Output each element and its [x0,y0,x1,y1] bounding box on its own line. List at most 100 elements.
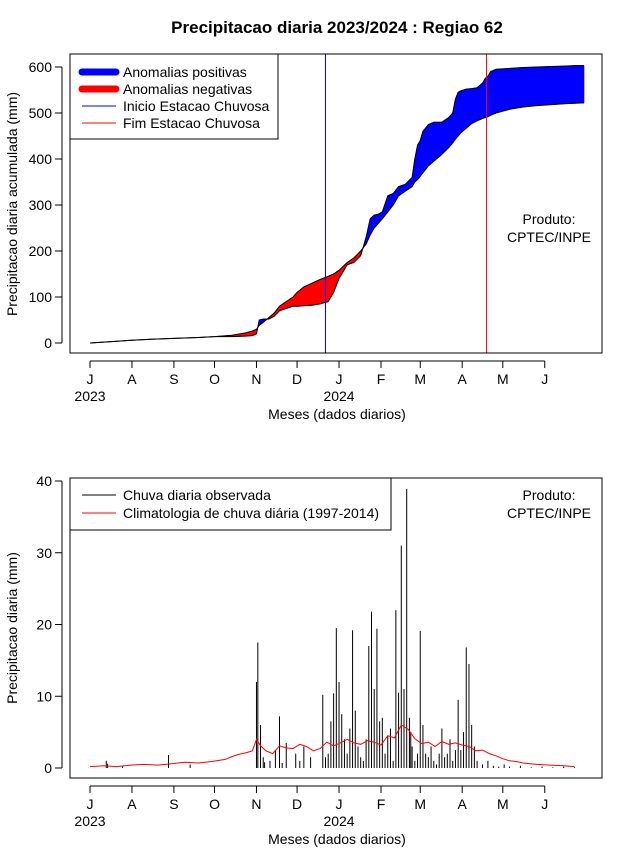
daily-y-tick-label: 30 [36,545,52,561]
cumulative-month-label: A [458,371,468,387]
cumulative-x-label: Meses (dados diarios) [268,406,406,422]
cumulative-month-label: J [87,371,94,387]
cumulative-month-label: A [127,371,137,387]
positive-anomaly-fill [509,67,524,110]
cumulative-month-label: F [377,371,386,387]
cumulative-y-label: Precipitacao diaria acumulada (mm) [4,92,20,316]
daily-y-tick-label: 10 [36,688,52,704]
season-lines [324,54,488,353]
positive-anomaly-fill [482,77,486,119]
positive-anomaly-fill [476,82,483,122]
climatology-cumulative-line [89,102,585,344]
daily-y-tick-label: 40 [36,473,52,489]
cumulative-y-tick-label: 500 [29,105,53,121]
cumulative-y-tick-label: 300 [29,197,53,213]
daily-y-axis: 0 10 20 30 40 [36,473,63,776]
cumulative-month-label: M [414,371,426,387]
positive-anomaly-fill [549,65,565,106]
daily-legend-box [69,477,392,531]
daily-x-label: Meses (dados diarios) [268,831,406,847]
daily-month-label: A [127,796,137,812]
cumulative-panel: Precipitacao diaria 2023/2024 : Regiao 6… [4,18,603,422]
positive-anomaly-fill [457,90,462,137]
cumulative-y-tick-label: 200 [29,243,53,259]
positive-anomaly-fill [563,65,575,105]
legend-label: Fim Estacao Chuvosa [123,115,260,131]
cumulative-y-tick-label: 100 [29,289,53,305]
cumulative-y-tick-label: 400 [29,151,53,167]
daily-month-label: O [209,796,220,812]
product-source-bottom: CPTEC/INPE [507,505,591,521]
climatology-daily-line [89,724,575,768]
positive-anomaly-fill [495,68,510,114]
daily-y-tick-label: 0 [44,760,52,776]
cumulative-month-label: S [169,371,178,387]
product-source-top: CPTEC/INPE [507,229,591,245]
product-label-bottom: Produto: [523,487,576,503]
legend-label: Chuva diaria observada [123,487,271,503]
daily-month-label: N [251,796,261,812]
legend-label: Anomalias positivas [123,64,247,80]
cumulative-month-label: M [497,371,509,387]
daily-month-label: S [169,796,178,812]
legend-label: Climatologia de chuva diária (1997-2014) [123,505,379,521]
positive-anomaly-fill [536,66,551,106]
positive-anomaly-fill [428,121,435,167]
positive-anomaly-fill [522,66,537,108]
cumulative-legend-box [69,53,279,140]
positive-anomaly-fill [460,88,467,134]
cumulative-plot-area [89,54,585,353]
cumulative-month-label: J [336,371,343,387]
product-label-top: Produto: [523,211,576,227]
daily-year-label: 2023 [74,813,105,829]
cumulative-year-label: 2024 [323,388,354,404]
legend-label: Inicio Estacao Chuvosa [123,98,270,114]
cumulative-y-tick-label: 600 [29,59,53,75]
chart-title: Precipitacao diaria 2023/2024 : Regiao 6… [171,18,503,37]
daily-year-label: 2024 [323,813,354,829]
positive-anomaly-fill [574,65,585,104]
cumulative-lines [89,65,585,344]
positive-anomaly-fill [471,87,478,125]
daily-month-label: M [414,796,426,812]
observed-cumulative-line [89,65,584,344]
legend-label: Anomalias negativas [123,81,252,97]
positive-anomaly-fill [448,112,454,149]
positive-anomaly-fill [487,70,491,118]
daily-plot-area [89,488,576,768]
daily-month-label: A [458,796,468,812]
negative-anomaly-fill [311,279,321,306]
negative-anomaly-fill [319,275,329,305]
daily-month-label: J [541,796,548,812]
cumulative-y-axis: 0 100 200 300 400 500 600 [29,59,63,351]
cumulative-year-label: 2023 [74,388,105,404]
daily-legend-entries: Chuva diaria observada Climatologia de ch… [82,487,379,521]
positive-anomaly-fill [465,88,473,129]
daily-month-label: M [497,796,509,812]
daily-legend: Chuva diaria observada Climatologia de ch… [69,477,392,531]
daily-month-label: F [377,796,386,812]
cumulative-month-label: D [292,371,302,387]
positive-anomaly-fill [490,68,497,116]
cumulative-y-tick-label: 0 [44,335,52,351]
cumulative-month-label: O [209,371,220,387]
positive-anomaly-fill [422,123,429,174]
cumulative-month-label: J [541,371,548,387]
daily-month-label: D [292,796,302,812]
daily-month-label: J [336,796,343,812]
positive-anomaly-fill [417,139,421,181]
daily-y-label: Precipitacao diaria (mm) [4,552,20,704]
daily-y-tick-label: 20 [36,617,52,633]
daily-observed-bars [105,488,576,768]
cumulative-month-label: N [251,371,261,387]
daily-month-label: J [87,796,94,812]
daily-climatology-line [89,724,575,768]
anomaly-fills [214,65,585,337]
cumulative-plot-frame [69,53,603,354]
